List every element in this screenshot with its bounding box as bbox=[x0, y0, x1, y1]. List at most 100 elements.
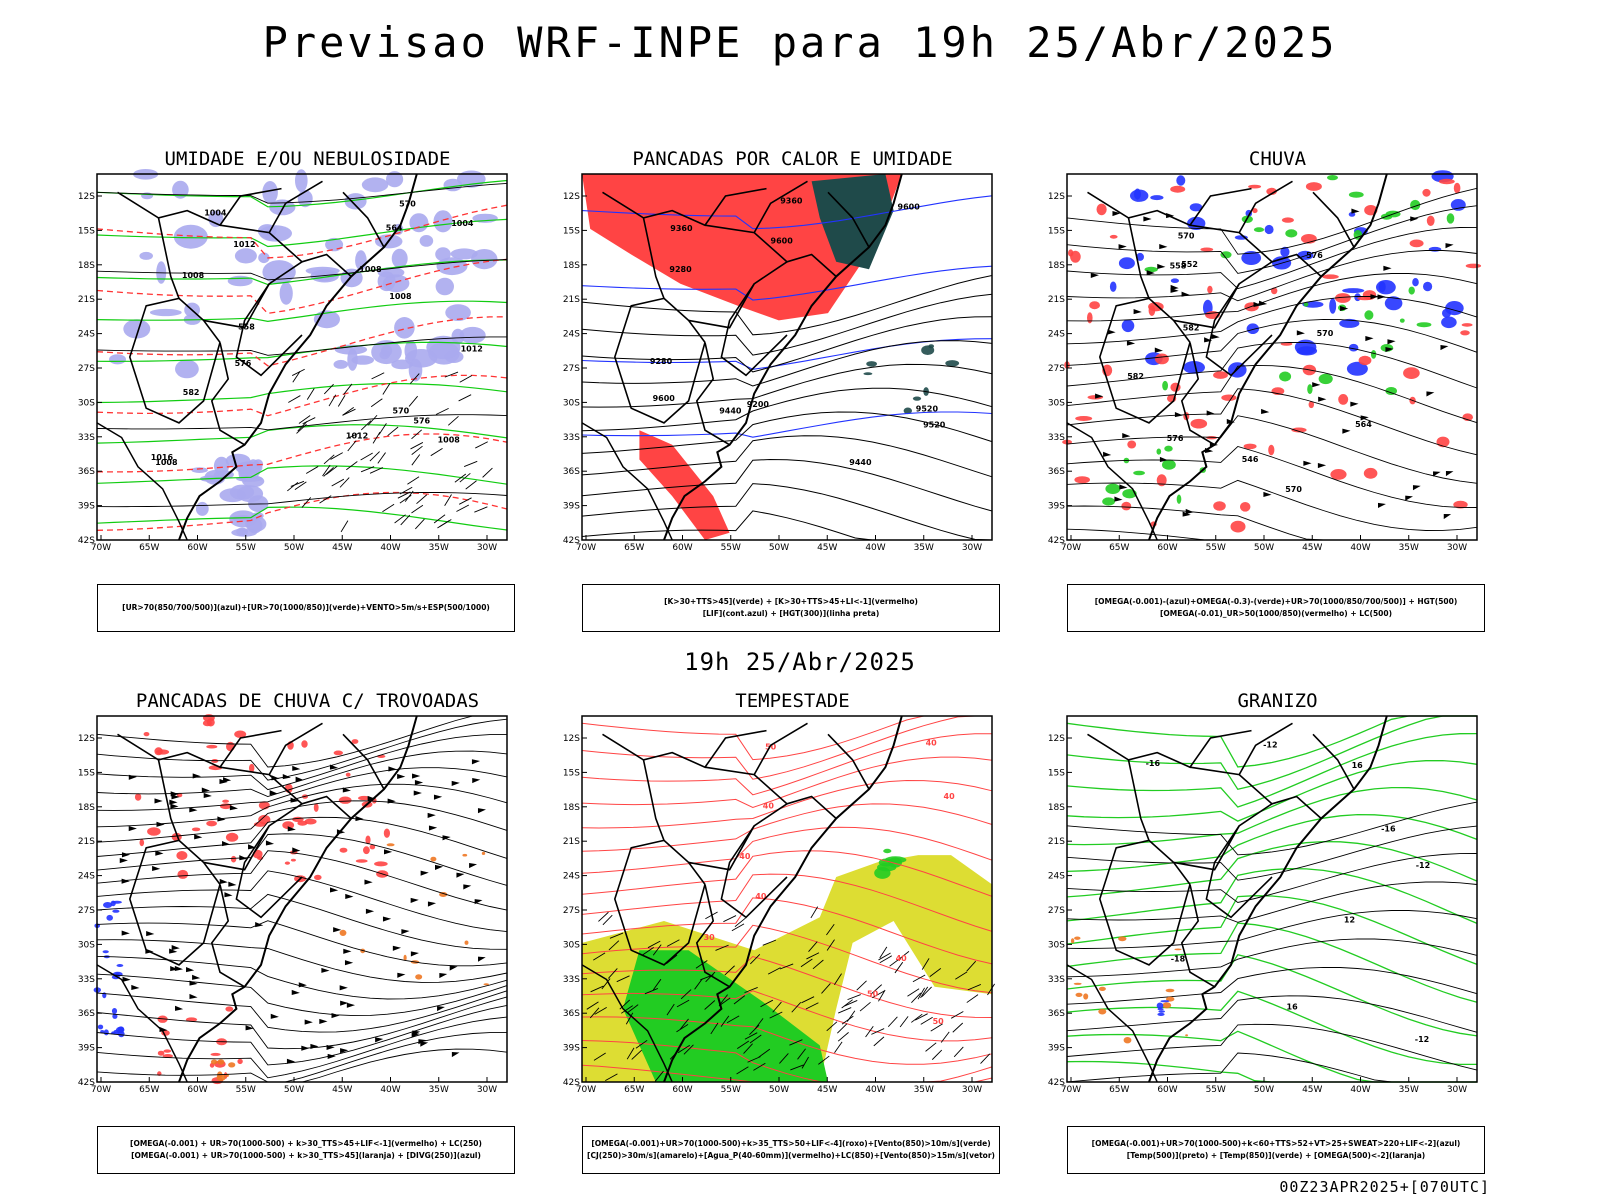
wind-vector bbox=[911, 992, 922, 1003]
shaded-area bbox=[1460, 330, 1470, 336]
panel-umidade: UMIDADE E/OU NEBULOSIDADE 1008 1008 1008 10… bbox=[78, 148, 535, 632]
shaded-area bbox=[206, 820, 217, 827]
contour-line bbox=[581, 715, 992, 780]
stream-arrow bbox=[340, 1000, 349, 1006]
shaded-area bbox=[149, 308, 182, 317]
shaded-area bbox=[450, 248, 478, 260]
wind-vector bbox=[677, 1044, 691, 1054]
lat-label: 42S bbox=[78, 536, 95, 546]
country-border bbox=[128, 839, 221, 966]
lon-label: 40W bbox=[1350, 543, 1370, 553]
contour-label: 1008 bbox=[438, 435, 461, 444]
stream-arrow bbox=[1440, 344, 1449, 351]
shaded-area bbox=[361, 177, 389, 193]
shaded-area bbox=[1121, 319, 1135, 333]
shaded-area bbox=[1308, 401, 1314, 409]
stream-arrow bbox=[222, 840, 231, 847]
contour-label: 1008 bbox=[359, 265, 382, 274]
contour-line bbox=[581, 826, 993, 874]
shaded-area bbox=[426, 335, 461, 360]
wind-arrows bbox=[287, 368, 493, 533]
shaded-area bbox=[1123, 1037, 1132, 1044]
wind-vector bbox=[676, 1024, 689, 1033]
contour-line bbox=[96, 218, 508, 248]
stream-arrow bbox=[223, 777, 232, 783]
shaded-area bbox=[1364, 310, 1374, 320]
shaded-area bbox=[116, 1026, 125, 1034]
contour-label: 576 bbox=[413, 417, 430, 426]
shaded-area bbox=[1348, 212, 1356, 217]
contour-line bbox=[1066, 840, 1478, 898]
contour-label: 9280 bbox=[669, 265, 692, 274]
lat-label: 42S bbox=[78, 1078, 95, 1088]
wind-vector bbox=[837, 1032, 849, 1042]
lat-label: 15S bbox=[1048, 768, 1065, 778]
wind-vector bbox=[322, 464, 331, 477]
lat-label: 30S bbox=[78, 940, 95, 950]
shaded-area bbox=[210, 1059, 218, 1065]
shaded-area bbox=[238, 462, 250, 482]
lon-label: 35W bbox=[914, 543, 934, 553]
shaded-area bbox=[1280, 246, 1290, 257]
wind-vector bbox=[609, 932, 624, 939]
lon-label: 50W bbox=[284, 1085, 304, 1095]
shaded-area bbox=[419, 235, 434, 247]
map-border bbox=[581, 173, 993, 541]
legend-box: [OMEGA(-0.001) + UR>70(1000-500) + k>30_… bbox=[97, 1126, 515, 1174]
shaded-area bbox=[1330, 469, 1347, 480]
wind-vector bbox=[408, 395, 418, 407]
shaded-area bbox=[339, 929, 347, 936]
contour-label: 16 bbox=[1352, 761, 1364, 770]
shaded-area bbox=[1318, 373, 1333, 385]
heat-convection-spots bbox=[863, 344, 960, 415]
contour-line bbox=[581, 411, 993, 438]
shaded-area bbox=[102, 950, 109, 954]
contour-line bbox=[1066, 922, 1478, 1003]
wind-vector bbox=[654, 1070, 664, 1082]
stream-arrow bbox=[1426, 391, 1435, 397]
contour-label: 564 bbox=[386, 224, 403, 233]
wind-vector bbox=[287, 481, 299, 492]
country-border bbox=[128, 297, 221, 424]
stream-arrow bbox=[472, 777, 481, 784]
hail-area bbox=[1156, 1000, 1170, 1016]
wind-vector bbox=[414, 518, 425, 530]
stream-arrow bbox=[286, 1058, 296, 1064]
shaded-area bbox=[1348, 343, 1359, 352]
lon-label: 45W bbox=[817, 1085, 837, 1095]
lon-label: 55W bbox=[236, 1085, 256, 1095]
country-border bbox=[203, 825, 270, 871]
contour-line bbox=[96, 341, 508, 363]
wind-vector bbox=[878, 952, 891, 961]
lat-label: 24S bbox=[78, 872, 95, 882]
wind-vector bbox=[743, 1043, 753, 1054]
shaded-area bbox=[928, 344, 934, 349]
shaded-area bbox=[1144, 266, 1158, 273]
legend-line: [K>30+TTS>45](verde) + [K>30+TTS>45+LI<-… bbox=[664, 597, 918, 606]
contour-line bbox=[1066, 966, 1478, 1005]
shaded-area bbox=[1271, 287, 1278, 295]
lon-label: 45W bbox=[332, 1085, 352, 1095]
lat-label: 18S bbox=[78, 803, 95, 813]
run-info: 00Z23APR2025+[070UTC] bbox=[1279, 1178, 1490, 1196]
contour-line bbox=[1066, 273, 1478, 322]
shaded-area bbox=[351, 739, 359, 744]
shaded-area bbox=[177, 869, 189, 879]
shaded-area bbox=[139, 251, 153, 260]
panel-title: GRANIZO bbox=[1237, 690, 1318, 712]
wind-vector bbox=[456, 504, 470, 512]
shaded-area bbox=[237, 1058, 243, 1065]
wind-vector bbox=[301, 497, 312, 508]
shaded-area bbox=[369, 844, 376, 850]
stream-arrow bbox=[1181, 291, 1190, 297]
lat-label: 39S bbox=[1048, 1044, 1065, 1054]
lon-label: 65W bbox=[139, 1085, 159, 1095]
stream-arrow bbox=[1114, 496, 1123, 502]
contour-label: 1004 bbox=[451, 219, 474, 228]
lat-label: 12S bbox=[78, 192, 95, 202]
stream-arrow bbox=[330, 887, 339, 893]
stream-arrow bbox=[128, 826, 137, 832]
stream-arrow bbox=[1159, 456, 1169, 462]
wind-vector bbox=[605, 1073, 618, 1082]
